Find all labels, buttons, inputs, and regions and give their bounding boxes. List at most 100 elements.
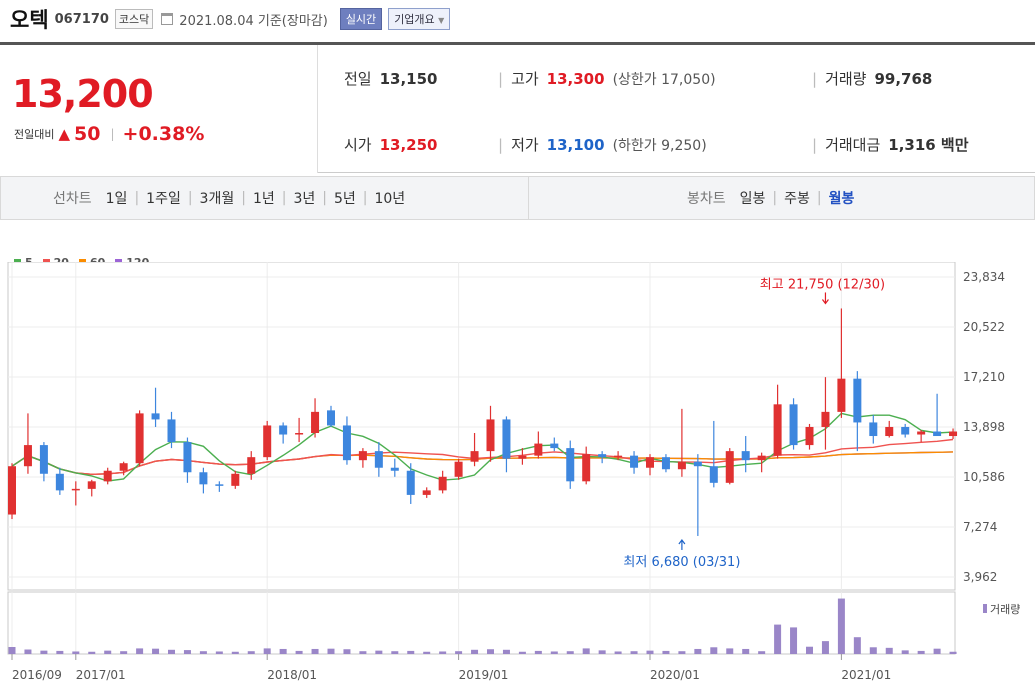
candle-body — [358, 451, 367, 461]
volume-bar — [901, 650, 909, 654]
stock-name: 오텍 — [10, 8, 49, 32]
candle-body — [885, 426, 894, 437]
market-badge: 코스닥 — [114, 9, 154, 29]
volume-legend-swatch — [983, 604, 987, 613]
volume-plot-area — [7, 591, 956, 655]
candle-body — [614, 455, 623, 458]
volume-bar — [550, 651, 558, 654]
low-label: 저가 — [511, 136, 539, 154]
period-1d[interactable]: 1일 — [105, 191, 128, 207]
stat-amount: | 거래대금 1,316 백만 — [812, 135, 969, 155]
candle-body — [566, 448, 575, 482]
y-tick-label: 20,522 — [963, 320, 1005, 334]
y-tick-label: 23,834 — [963, 270, 1005, 284]
candle-body — [805, 426, 814, 446]
x-tick-label: 2021/01 — [841, 668, 891, 682]
stat-prev-close: 전일 13,150 — [344, 68, 438, 89]
volume-bar — [534, 650, 542, 654]
volume-bar — [662, 650, 670, 654]
candle-body — [8, 466, 16, 515]
candle-body — [183, 442, 192, 473]
candle-body — [949, 431, 958, 437]
chevron-down-icon: ▼ — [438, 16, 445, 25]
volume-bar — [24, 649, 32, 654]
current-price-panel — [0, 45, 318, 173]
candle-body — [55, 473, 64, 491]
period-1w[interactable]: 1주일 — [146, 191, 181, 207]
volume-bar — [375, 650, 383, 654]
price-chart: 23,834 20,522 17,210 13,898 10,586 7,274 3,962… — [7, 262, 1020, 682]
candle-body — [311, 411, 320, 434]
x-tick-label: 2018/01 — [267, 668, 317, 682]
candle-body — [23, 445, 32, 467]
candle-body — [757, 455, 766, 461]
change-value: 50 — [74, 123, 101, 145]
volume-legend-label: 거래량 — [990, 603, 1020, 616]
min-arrow-icon — [678, 538, 686, 545]
period-5y[interactable]: 5년 — [333, 191, 356, 207]
candle-body — [550, 443, 559, 449]
volume-bar — [758, 651, 766, 654]
stat-low: | 저가 13,100 (하한가 9,250) — [498, 135, 707, 155]
open-label: 시가 — [344, 136, 372, 154]
candle-daily[interactable]: 일봉 — [739, 191, 766, 207]
amount-label: 거래대금 — [825, 136, 881, 154]
volume-bar — [247, 651, 255, 654]
volume-bar — [104, 650, 112, 654]
candle-body — [901, 426, 910, 435]
volume-bar — [391, 651, 399, 654]
high-label: 고가 — [511, 70, 539, 88]
realtime-button[interactable]: 실시간 — [339, 8, 383, 30]
volume-bar — [487, 649, 494, 654]
candle-body — [933, 431, 942, 437]
volume-label: 거래량 — [825, 70, 867, 88]
candle-body — [821, 411, 830, 427]
y-tick-label: 10,586 — [963, 470, 1005, 484]
volume-bar — [821, 641, 829, 654]
period-10y[interactable]: 10년 — [374, 191, 406, 207]
volume-bar — [806, 646, 813, 654]
ma20-line — [11, 438, 954, 476]
candle-body — [630, 455, 639, 468]
volume-bar — [614, 651, 622, 654]
stock-header: 오텍 067170 코스닥 2021.08.04 기준(장마감) 실시간 기업개… — [10, 4, 451, 34]
period-3y[interactable]: 3년 — [293, 191, 316, 207]
volume-bar — [742, 648, 750, 654]
company-overview-label: 기업개요 — [394, 13, 435, 26]
candle-body — [773, 404, 782, 456]
candle-body — [917, 431, 926, 435]
x-tick-label: 2019/01 — [459, 668, 509, 682]
candle-body — [582, 454, 591, 482]
period-3m[interactable]: 3개월 — [199, 191, 235, 207]
volume-bar — [710, 647, 718, 654]
stat-open: 시가 13,250 — [344, 134, 438, 155]
volume-bar — [231, 651, 239, 654]
volume-bar — [88, 651, 96, 654]
candle-body — [103, 470, 112, 482]
volume-bar — [933, 648, 941, 654]
candle-body — [327, 410, 335, 426]
candle-monthly[interactable]: 월봉 — [828, 191, 855, 207]
volume-bar — [678, 651, 686, 654]
candle-body — [247, 457, 256, 474]
candle-body — [215, 484, 224, 486]
change-row: 전일대비 ▲ 50 | +0.38% — [14, 123, 205, 145]
volume-bar — [40, 650, 48, 654]
volume-bar — [885, 647, 893, 654]
volume-bar — [949, 651, 957, 654]
volume-bar — [168, 649, 175, 654]
candle-body — [693, 461, 702, 467]
candle-body — [71, 488, 80, 491]
volume-bar — [343, 649, 351, 654]
volume-bar — [407, 650, 415, 654]
volume-bar — [917, 650, 925, 654]
volume-bar — [295, 650, 303, 654]
lower-limit: (하한가 9,250) — [612, 137, 707, 154]
change-label: 전일대비 — [14, 128, 55, 141]
candle-weekly[interactable]: 주봉 — [784, 191, 810, 207]
volume-bar — [72, 651, 80, 654]
chart-period-bar — [0, 176, 1035, 220]
company-overview-button[interactable]: 기업개요 ▼ — [388, 8, 451, 30]
period-1y[interactable]: 1년 — [252, 191, 275, 207]
volume-bar — [471, 649, 479, 654]
